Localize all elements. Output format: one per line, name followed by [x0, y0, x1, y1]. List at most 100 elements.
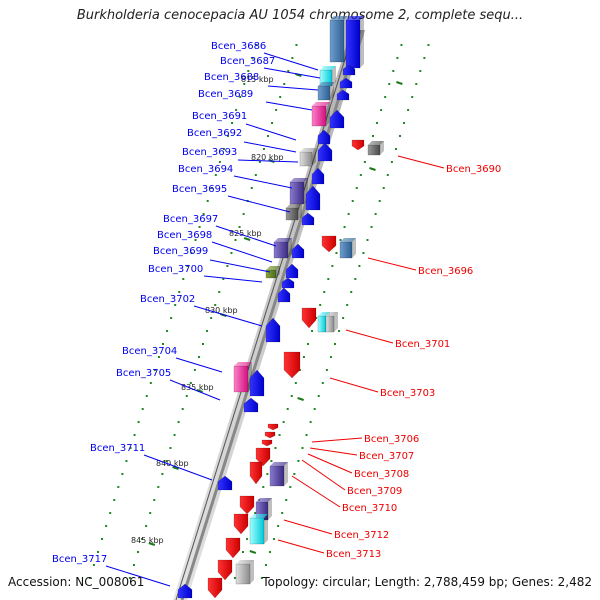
- guide-dots-outer-right: [264, 564, 267, 566]
- guide-dots-outer-right: [338, 330, 341, 332]
- guide-dots-inner-left: [271, 122, 274, 124]
- guide-dots-inner-right: [343, 226, 346, 228]
- guide-dots-inner-right: [392, 70, 395, 72]
- scale-label: 840 kbp: [156, 459, 189, 468]
- gene-arrow: [321, 235, 337, 253]
- kbp-tick-right: [396, 81, 403, 85]
- gene-label-right: Bcen_3710: [342, 503, 397, 514]
- guide-dots-inner-left: [218, 291, 221, 293]
- kbp-tick: [172, 466, 179, 470]
- gene-arrow: [249, 369, 265, 397]
- scale-label: 845 kbp: [131, 536, 164, 545]
- gene-block-top: [330, 16, 348, 20]
- guide-dots-outer-right: [366, 239, 369, 241]
- guide-dots-outer-left: [210, 187, 213, 189]
- guide-dots-outer-right: [293, 473, 296, 475]
- gene-block-top: [250, 514, 268, 518]
- guide-dots-outer-left: [153, 369, 156, 371]
- guide-dots-inner-right: [319, 304, 322, 306]
- accession-label: Accession: NC_008061: [8, 575, 145, 589]
- guide-dots-outer-left: [162, 343, 164, 345]
- gene-block: [285, 207, 299, 221]
- gene-block-top: [346, 16, 364, 20]
- guide-dots-inner-left: [275, 109, 278, 111]
- guide-dots-outer-left: [243, 83, 246, 85]
- guide-dots-inner-right: [286, 408, 289, 410]
- leader-line-left: [105, 565, 171, 587]
- guide-dots-outer-right: [399, 135, 401, 137]
- gene-block: [339, 241, 353, 259]
- gene-arrow: [301, 212, 315, 226]
- gene-block-top: [274, 238, 292, 242]
- scale-label: 825 kbp: [229, 229, 262, 238]
- guide-dots-inner-left: [193, 369, 196, 371]
- gene-block: [325, 315, 335, 333]
- guide-dots-inner-left: [202, 343, 204, 345]
- guide-dots-inner-right: [233, 577, 236, 579]
- leader-line-right: [329, 377, 379, 393]
- guide-dots-outer-right: [309, 421, 312, 423]
- gene-arrow: [217, 559, 233, 581]
- gene-arrow: [311, 167, 325, 185]
- gene-block-top: [286, 204, 302, 208]
- guide-dots-outer-left: [218, 161, 221, 163]
- scale-label: 820 kbp: [251, 153, 284, 162]
- gene-label-left: Bcen_3700: [148, 264, 203, 275]
- guide-dots-inner-left: [230, 252, 233, 254]
- guide-dots-inner-right: [323, 291, 326, 293]
- gene-label-right: Bcen_3713: [326, 549, 381, 560]
- guide-dots-inner-right: [278, 434, 281, 436]
- gene-block: [269, 465, 285, 487]
- guide-dots-inner-left: [234, 239, 237, 241]
- gene-arrow: [239, 495, 255, 515]
- gene-block: [273, 241, 289, 259]
- guide-dots-inner-left: [197, 356, 200, 358]
- guide-dots-inner-left: [153, 499, 156, 501]
- guide-dots-inner-right: [388, 83, 391, 85]
- gene-arrow: [285, 263, 299, 279]
- guide-dots-outer-left: [214, 174, 217, 176]
- guide-dots-inner-left: [137, 551, 139, 553]
- gene-block: [317, 315, 327, 333]
- guide-dots-outer-left: [113, 499, 116, 501]
- guide-dots-outer-right: [362, 252, 365, 254]
- guide-dots-outer-right: [407, 109, 410, 111]
- gene-block-top: [270, 462, 288, 466]
- gene-block-side: [326, 102, 330, 126]
- guide-dots-outer-left: [121, 473, 124, 475]
- leader-line-left: [193, 305, 263, 327]
- guide-dots-inner-right: [262, 486, 265, 488]
- leader-line-left: [175, 357, 223, 373]
- gene-label-left: Bcen_3698: [157, 230, 212, 241]
- gene-arrow: [336, 89, 350, 101]
- kbp-tick-right: [369, 167, 376, 171]
- guide-dots-inner-left: [132, 564, 135, 566]
- gene-block-top: [300, 148, 316, 152]
- gene-block-side: [284, 462, 288, 486]
- gene-label-left: Bcen_3699: [153, 246, 208, 257]
- guide-dots-outer-right: [297, 460, 300, 462]
- guide-dots-inner-left: [283, 83, 286, 85]
- guide-dots-inner-left: [291, 57, 294, 59]
- guide-dots-outer-right: [317, 395, 320, 397]
- gene-label-right: Bcen_3707: [359, 451, 414, 462]
- leader-line-left: [263, 67, 321, 79]
- guide-dots-outer-left: [174, 304, 177, 306]
- guide-dots-inner-right: [363, 161, 366, 163]
- guide-dots-outer-right: [386, 174, 389, 176]
- gene-block-top: [312, 102, 330, 106]
- kbp-tick-right: [249, 550, 257, 554]
- guide-dots-outer-left: [137, 421, 140, 423]
- guide-dots-inner-right: [266, 473, 269, 475]
- gene-arrow: [317, 142, 333, 162]
- leader-line-right: [301, 459, 346, 491]
- guide-dots-outer-right: [334, 343, 336, 345]
- gene-block-top: [368, 141, 384, 145]
- guide-dots-inner-left: [189, 382, 192, 384]
- gene-arrow: [267, 423, 279, 431]
- leader-line-left: [211, 241, 273, 263]
- gene-arrow: [217, 475, 233, 491]
- gene-arrow: [265, 317, 281, 343]
- guide-dots-inner-right: [290, 395, 293, 397]
